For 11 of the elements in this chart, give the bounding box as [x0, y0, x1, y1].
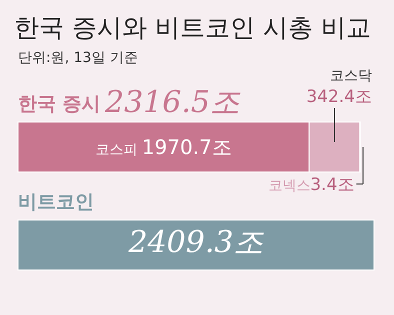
subtitle: 단위:원, 13일 기준 — [18, 50, 138, 66]
series-name: 코스닥 — [330, 68, 372, 84]
data-label: 342.4조 — [306, 87, 372, 107]
category-label: 한국 증시 — [18, 93, 101, 115]
category-label: 비트코인 — [18, 191, 94, 213]
total: 2316.5조 — [105, 85, 240, 120]
series-name: 코넥스 — [268, 178, 310, 194]
data-label: 3.4조 — [310, 175, 354, 195]
data-label: 코스피 1970.7조 — [95, 135, 232, 159]
title: 한국 증시와 비트코인 시총 비교 — [14, 13, 371, 42]
data-label: 2409.3조 — [128, 225, 264, 260]
